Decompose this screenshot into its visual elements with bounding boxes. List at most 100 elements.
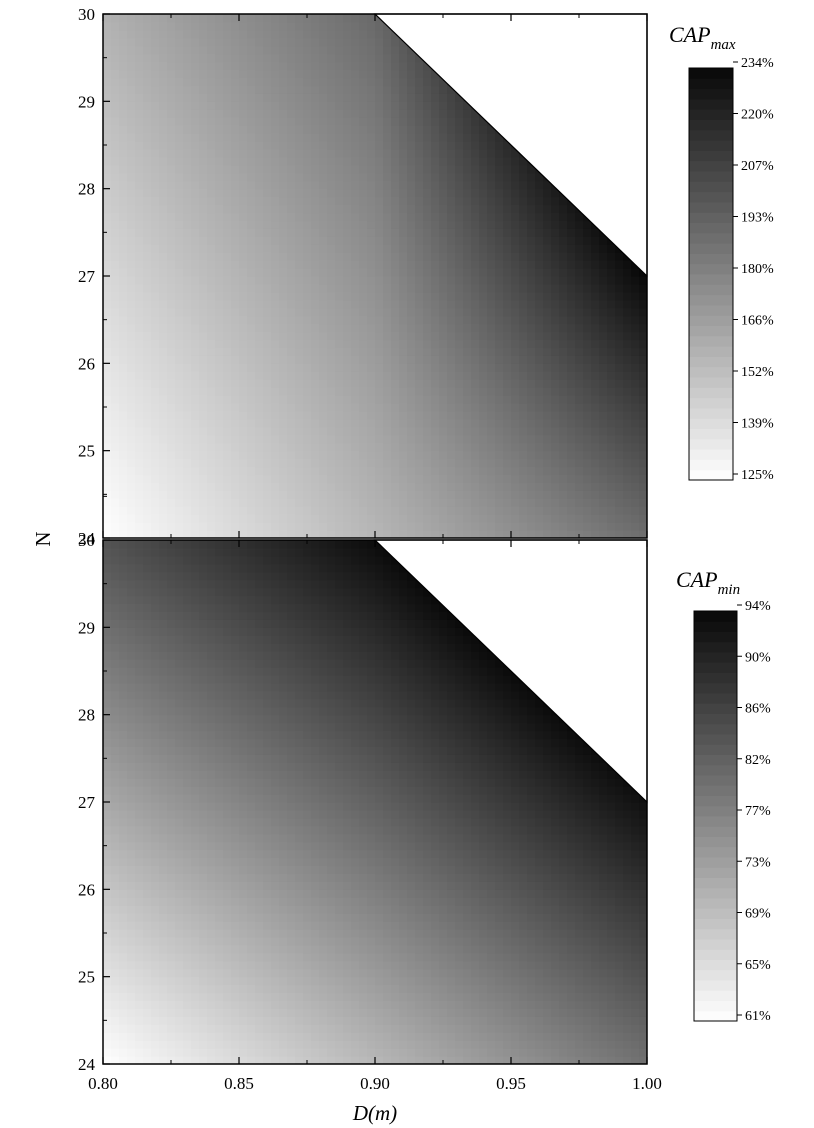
heatmap-cell	[119, 809, 128, 819]
heatmap-cell	[135, 1048, 144, 1057]
heatmap-cell	[103, 968, 112, 978]
heatmap-cell	[143, 881, 152, 890]
heatmap-cell	[287, 315, 296, 325]
heatmap-cell	[127, 490, 136, 499]
heatmap-cell	[439, 117, 448, 126]
heatmap-cell	[591, 260, 600, 269]
heatmap-cell	[151, 172, 160, 182]
heatmap-cell	[319, 514, 328, 523]
heatmap-cell	[351, 29, 360, 39]
heatmap-cell	[143, 490, 152, 499]
heatmap-cell	[111, 395, 120, 404]
heatmap-cell	[239, 339, 248, 349]
heatmap-cell	[247, 474, 256, 484]
heatmap-cell	[111, 746, 120, 755]
heatmap-cell	[207, 426, 216, 436]
heatmap-cell	[263, 212, 272, 222]
heatmap-cell	[391, 236, 400, 245]
heatmap-cell	[207, 133, 216, 142]
heatmap-cell	[311, 93, 320, 102]
heatmap-cell	[191, 156, 200, 166]
heatmap-cell	[143, 323, 152, 333]
heatmap-cell	[143, 563, 152, 573]
heatmap-cell	[607, 315, 616, 325]
heatmap-cell	[119, 770, 128, 779]
heatmap-cell	[607, 307, 616, 317]
heatmap-cell	[455, 363, 464, 372]
heatmap-cell	[367, 299, 376, 309]
heatmap-cell	[359, 29, 368, 39]
heatmap-cell	[423, 61, 432, 71]
heatmap-cell	[223, 371, 232, 380]
heatmap-cell	[303, 53, 312, 63]
heatmap-cell	[543, 228, 552, 237]
heatmap-cell	[231, 371, 240, 380]
heatmap-cell	[103, 762, 112, 771]
heatmap-cell	[535, 355, 544, 364]
heatmap-cell	[151, 825, 160, 835]
heatmap-cell	[463, 498, 472, 507]
heatmap-cell	[239, 347, 248, 356]
heatmap-cell	[327, 172, 336, 182]
heatmap-cell	[199, 77, 208, 87]
heatmap-cell	[583, 387, 592, 396]
heatmap-cell	[367, 236, 376, 245]
heatmap-cell	[247, 77, 256, 87]
heatmap-cell	[119, 156, 128, 166]
heatmap-cell	[327, 458, 336, 468]
heatmap-cell	[455, 244, 464, 253]
heatmap-cell	[119, 85, 128, 94]
heatmap-cell	[527, 442, 536, 452]
heatmap-cell	[615, 403, 624, 412]
heatmap-cell	[231, 307, 240, 317]
heatmap-cell	[383, 236, 392, 245]
heatmap-cell	[191, 387, 200, 396]
heatmap-cell	[511, 252, 520, 261]
heatmap-cell	[511, 458, 520, 468]
heatmap-cell	[535, 450, 544, 460]
heatmap-cell	[567, 522, 576, 531]
heatmap-cell	[111, 307, 120, 317]
heatmap-cell	[295, 403, 304, 412]
heatmap-cell	[559, 307, 568, 317]
heatmap-cell	[119, 514, 128, 523]
heatmap-cell	[383, 410, 392, 420]
heatmap-cell	[487, 133, 496, 142]
heatmap-cell	[471, 299, 480, 309]
heatmap-cell	[143, 125, 152, 134]
heatmap-cell	[407, 196, 416, 206]
heatmap-cell	[135, 530, 144, 538]
heatmap-cell	[135, 849, 144, 859]
heatmap-cell	[295, 307, 304, 317]
heatmap-cell	[167, 188, 176, 198]
heatmap-cell	[263, 442, 272, 452]
heatmap-cell	[279, 426, 288, 436]
heatmap-cell	[375, 315, 384, 325]
heatmap-cell	[535, 244, 544, 253]
heatmap-cell	[327, 212, 336, 222]
heatmap-cell	[575, 379, 584, 388]
heatmap-cell	[407, 410, 416, 420]
heatmap-cell	[247, 14, 256, 23]
heatmap-cell	[551, 371, 560, 380]
heatmap-cell	[231, 418, 240, 428]
heatmap-cell	[631, 291, 640, 301]
heatmap-cell	[399, 291, 408, 301]
heatmap-cell	[231, 117, 240, 126]
heatmap-cell	[103, 180, 112, 190]
heatmap-cell	[207, 331, 216, 341]
heatmap-cell	[559, 315, 568, 325]
heatmap-cell	[407, 260, 416, 269]
heatmap-cell	[191, 220, 200, 229]
heatmap-cell	[367, 45, 376, 55]
heatmap-cell	[127, 125, 136, 134]
heatmap-cell	[607, 426, 616, 436]
heatmap-cell	[559, 220, 568, 229]
heatmap-cell	[103, 69, 112, 79]
heatmap-cell	[239, 77, 248, 87]
heatmap-cell	[167, 236, 176, 245]
heatmap-cell	[375, 236, 384, 245]
heatmap-cell	[607, 363, 616, 372]
heatmap-cell	[391, 164, 400, 174]
heatmap-cell	[503, 236, 512, 245]
